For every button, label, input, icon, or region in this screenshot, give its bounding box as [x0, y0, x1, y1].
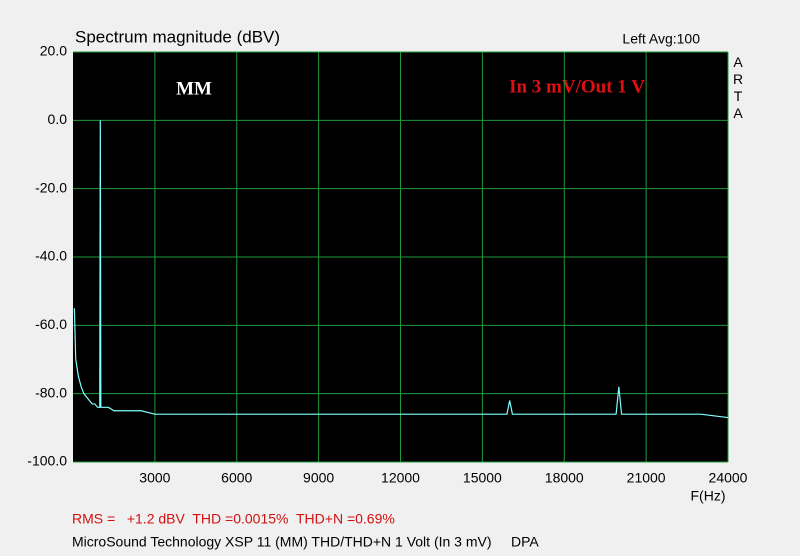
x-tick-label: 12000 [381, 470, 420, 486]
y-tick-label: -80.0 [35, 384, 67, 400]
watermark: ARTA [730, 54, 746, 122]
x-axis-label: F(Hz) [691, 488, 726, 504]
x-tick-label: 3000 [139, 470, 170, 486]
chart-title: Spectrum magnitude (dBV) [75, 27, 280, 46]
y-tick-label: 20.0 [40, 43, 67, 59]
x-tick-label: 18000 [545, 470, 584, 486]
x-tick-label: 15000 [463, 470, 502, 486]
x-tick-label: 21000 [627, 470, 666, 486]
annotation: MM [176, 78, 212, 99]
footer-caption: MicroSound Technology XSP 11 (MM) THD/TH… [72, 534, 539, 550]
y-tick-label: -100.0 [27, 453, 67, 469]
y-tick-label: -60.0 [35, 316, 67, 332]
x-tick-label: 6000 [221, 470, 252, 486]
y-tick-label: 0.0 [48, 111, 68, 127]
y-tick-label: -20.0 [35, 179, 67, 195]
annotation: In 3 mV/Out 1 V [509, 76, 645, 97]
channel-info: Left Avg:100 [622, 31, 700, 47]
y-tick-label: -40.0 [35, 248, 67, 264]
footer-stats: RMS = +1.2 dBV THD =0.0015% THD+N =0.69% [72, 511, 395, 527]
x-tick-label: 24000 [709, 470, 748, 486]
x-tick-label: 9000 [303, 470, 334, 486]
spectrum-line [73, 120, 729, 419]
